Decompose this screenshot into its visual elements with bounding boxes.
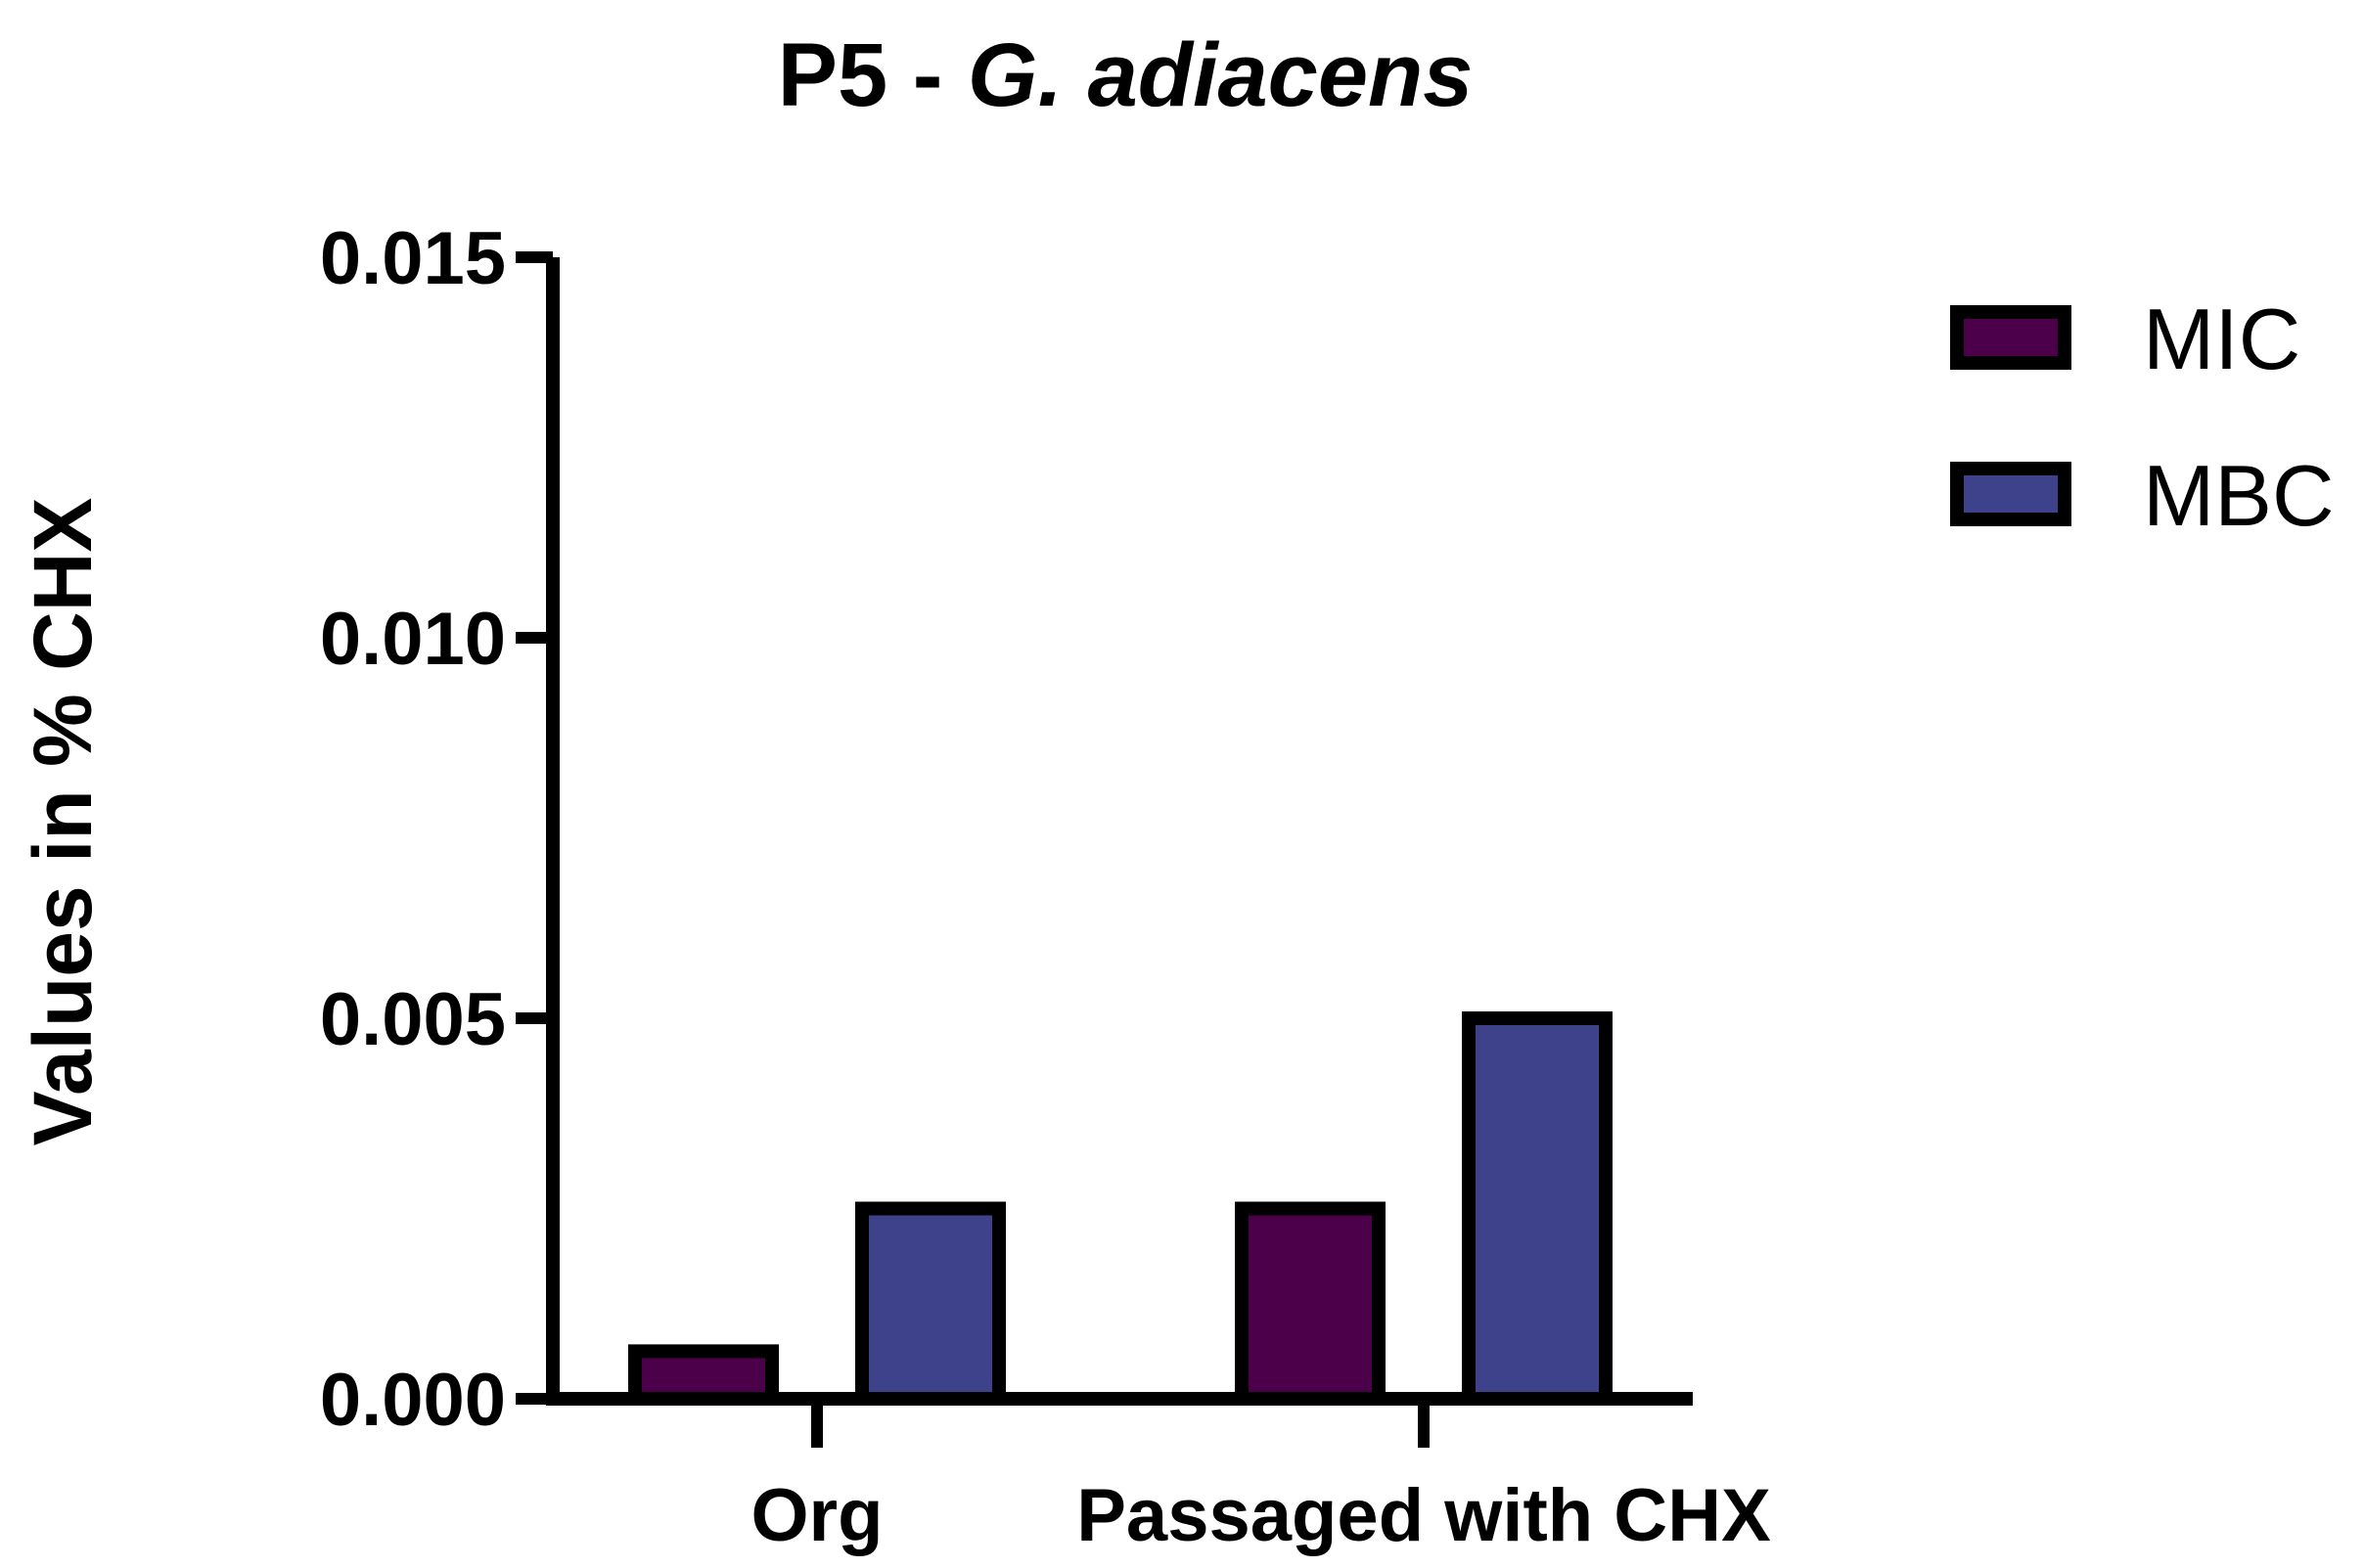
bar-mic-1	[628, 1344, 779, 1406]
bars-layer	[628, 1011, 1613, 1406]
axes-layer: 0.000 0.005 0.010 0.015 Org Passaged with CHX	[320, 217, 1771, 1557]
chart-title-main: P5 -	[778, 25, 968, 125]
bar-mbc-1	[855, 1201, 1006, 1406]
chart-title: P5 - G. adiacens	[778, 25, 1474, 125]
legend-label-mbc: MBC	[2143, 447, 2335, 544]
bar-mic-2	[1235, 1201, 1386, 1406]
x-tick-label: Passaged with CHX	[1076, 1474, 1771, 1557]
y-tick-label: 0.005	[320, 978, 506, 1061]
legend-swatch-mbc	[1950, 462, 2071, 526]
x-tick-label: Org	[750, 1474, 883, 1557]
y-tick-label: 0.015	[320, 217, 506, 300]
chart-title-species: G. adiacens	[968, 25, 1473, 125]
legend: MIC MBC	[1950, 291, 2335, 544]
y-tick-label: 0.010	[320, 598, 506, 681]
legend-label-mic: MIC	[2143, 291, 2300, 387]
y-tick-label: 0.000	[320, 1359, 506, 1442]
bar-mbc-2	[1462, 1011, 1613, 1406]
legend-swatch-mic	[1950, 305, 2071, 370]
y-axis-label: Values in % CHX	[17, 498, 109, 1146]
